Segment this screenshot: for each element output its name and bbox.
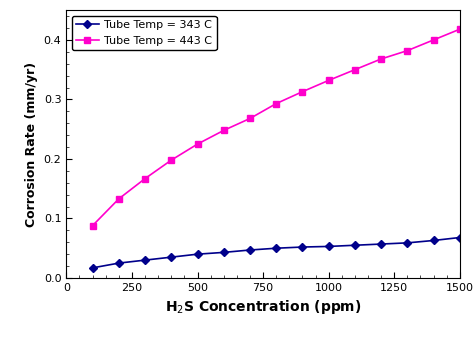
Tube Temp = 343 C	[300, 245, 305, 249]
X-axis label: H$_2$S Concentration (ppm): H$_2$S Concentration (ppm)	[165, 298, 361, 316]
Tube Temp = 443 C	[90, 224, 95, 228]
Tube Temp = 443 C	[352, 68, 358, 72]
Tube Temp = 443 C	[116, 197, 122, 201]
Tube Temp = 343 C	[273, 246, 279, 250]
Tube Temp = 443 C	[142, 177, 148, 181]
Tube Temp = 443 C	[404, 48, 410, 53]
Tube Temp = 343 C	[221, 251, 227, 255]
Tube Temp = 343 C	[431, 238, 437, 242]
Tube Temp = 443 C	[195, 142, 201, 146]
Tube Temp = 343 C	[116, 261, 122, 265]
Tube Temp = 343 C	[142, 258, 148, 262]
Tube Temp = 343 C	[195, 252, 201, 256]
Tube Temp = 343 C	[90, 266, 95, 270]
Tube Temp = 343 C	[168, 255, 174, 259]
Tube Temp = 443 C	[431, 38, 437, 42]
Tube Temp = 343 C	[378, 242, 384, 246]
Tube Temp = 443 C	[326, 78, 331, 82]
Line: Tube Temp = 343 C: Tube Temp = 343 C	[90, 235, 463, 271]
Legend: Tube Temp = 343 C, Tube Temp = 443 C: Tube Temp = 343 C, Tube Temp = 443 C	[72, 16, 217, 50]
Tube Temp = 443 C	[273, 102, 279, 106]
Tube Temp = 443 C	[168, 158, 174, 162]
Tube Temp = 443 C	[221, 128, 227, 133]
Tube Temp = 343 C	[326, 244, 331, 248]
Y-axis label: Corrosion Rate (mm/yr): Corrosion Rate (mm/yr)	[25, 61, 38, 227]
Tube Temp = 443 C	[457, 27, 463, 31]
Tube Temp = 443 C	[378, 57, 384, 61]
Tube Temp = 443 C	[300, 90, 305, 94]
Tube Temp = 343 C	[404, 241, 410, 245]
Tube Temp = 343 C	[457, 236, 463, 240]
Tube Temp = 443 C	[247, 117, 253, 121]
Tube Temp = 343 C	[352, 243, 358, 247]
Line: Tube Temp = 443 C: Tube Temp = 443 C	[90, 26, 463, 229]
Tube Temp = 343 C	[247, 248, 253, 252]
